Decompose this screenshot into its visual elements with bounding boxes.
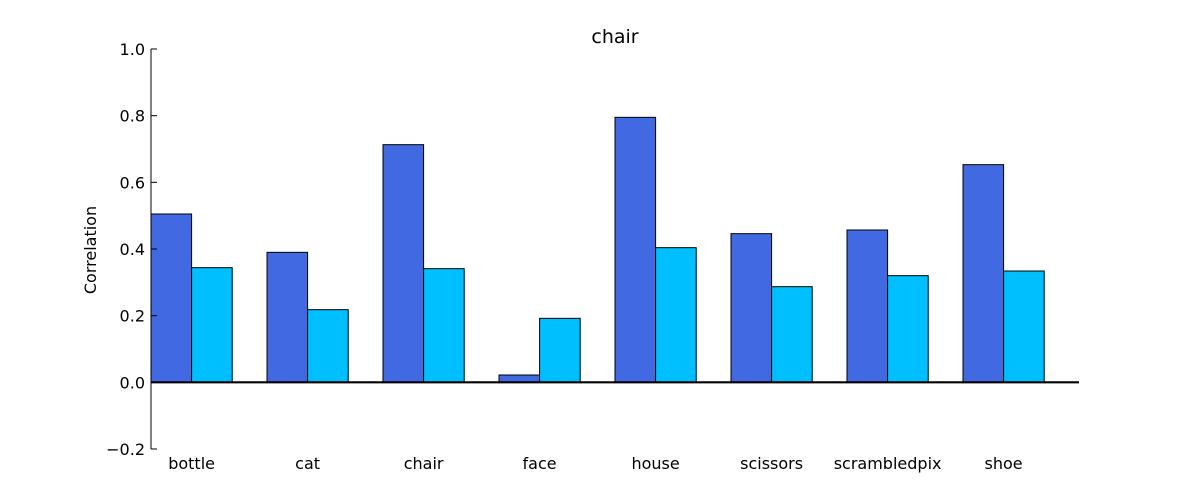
y-axis-label: Correlation	[81, 206, 100, 294]
x-tick-label-scissors: scissors	[740, 454, 803, 473]
x-tick-label-shoe: shoe	[985, 454, 1023, 473]
bar-scissors-series-2	[771, 286, 813, 383]
bar-bottle-series-2	[191, 267, 233, 383]
y-ticks-group: −0.2 0.0 0.2 0.4 0.6 0.8 1.0	[106, 40, 157, 459]
bars-group	[150, 116, 1045, 383]
x-tick-label-cat: cat	[295, 454, 320, 473]
x-tick-label-chair: chair	[404, 454, 444, 473]
y-tick-label: 1.0	[120, 40, 145, 59]
x-ticks-group: bottle cat chair face house scissors scrambled…	[168, 454, 1022, 473]
x-tick-label-face: face	[523, 454, 557, 473]
bar-house-series-1	[614, 116, 657, 383]
bar-shoe-series-1	[962, 164, 1005, 383]
bar-scissors-series-1	[730, 233, 773, 383]
x-tick-label-bottle: bottle	[168, 454, 215, 473]
bar-chair-series-2	[423, 268, 465, 383]
bar-scrambledpix-series-1	[846, 229, 889, 383]
y-tick-label: 0.4	[120, 240, 145, 259]
bar-cat-series-1	[266, 251, 309, 383]
y-tick-label: 0.2	[120, 307, 145, 326]
y-tick-label: 0.8	[120, 107, 145, 126]
y-tick-label: 0.6	[120, 173, 145, 192]
y-tick-label: −0.2	[106, 440, 145, 459]
chart-title: chair	[591, 26, 638, 48]
bar-scrambledpix-series-2	[887, 275, 929, 383]
bar-bottle-series-1	[150, 213, 193, 383]
y-tick-label: 0.0	[120, 373, 145, 392]
bar-cat-series-2	[307, 309, 349, 383]
bar-face-series-2	[539, 317, 581, 383]
bar-chair-series-1	[382, 144, 425, 383]
bar-shoe-series-2	[1003, 270, 1045, 383]
bar-house-series-2	[655, 247, 697, 383]
x-tick-label-scrambledpix: scrambledpix	[834, 454, 942, 473]
x-tick-label-house: house	[631, 454, 679, 473]
